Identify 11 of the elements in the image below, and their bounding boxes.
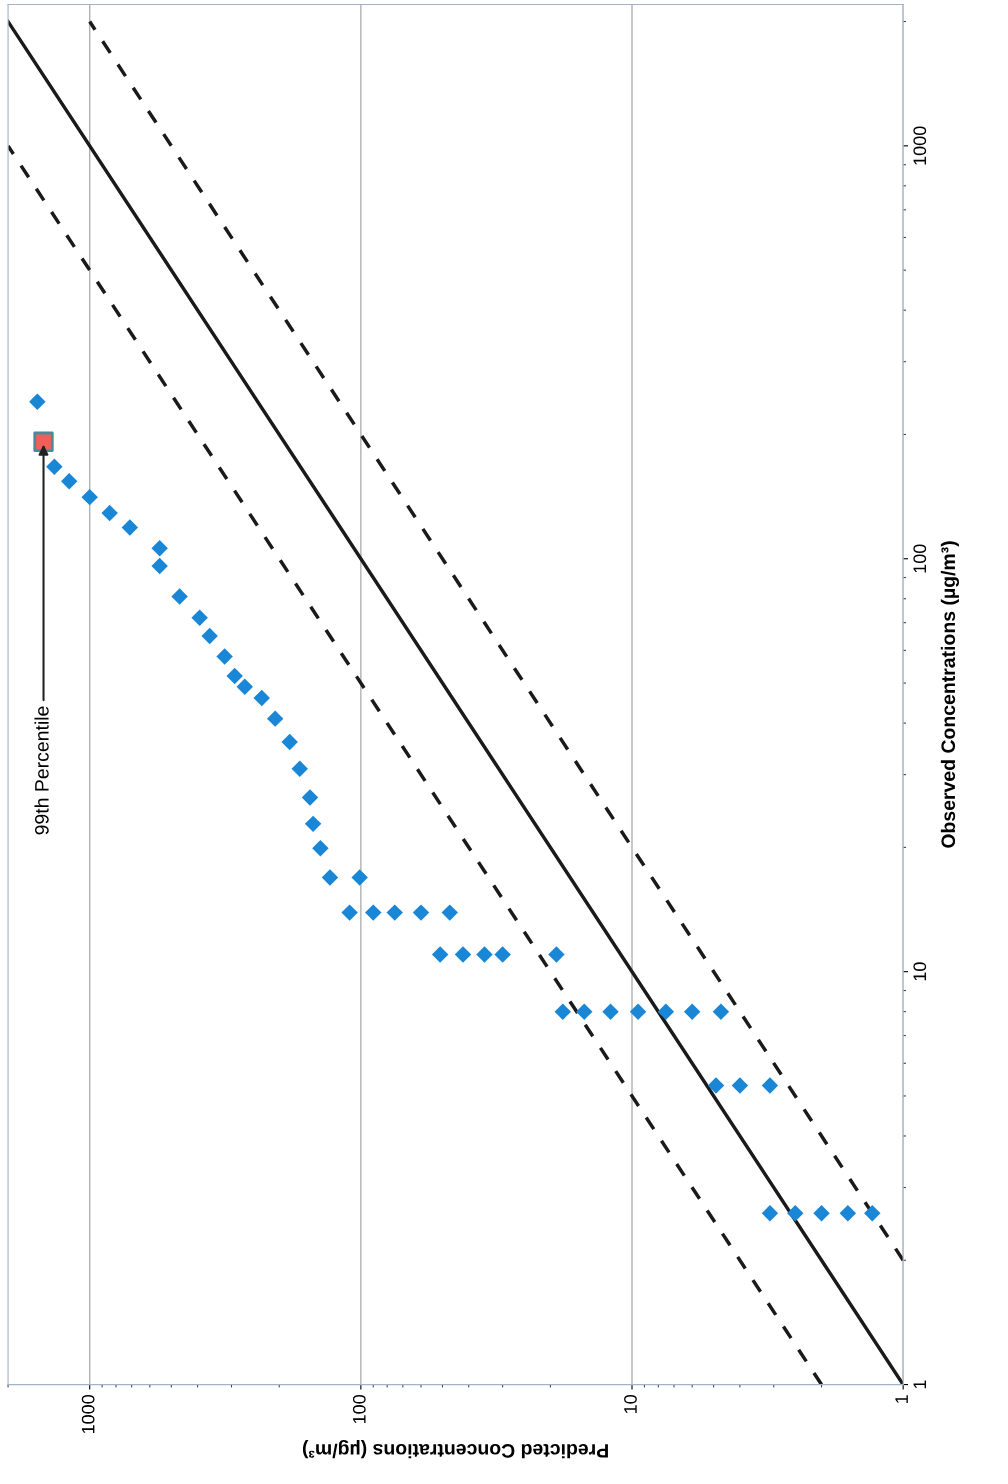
y-tick-label: 10 <box>913 962 927 981</box>
y-tick-label: 100 <box>913 544 927 573</box>
x-tick-label: 10 <box>624 1395 637 1413</box>
annotation: 99th Percentile <box>34 706 49 835</box>
x-tick-label: 1000 <box>81 1395 95 1434</box>
y-tick-label: 1 <box>913 1380 926 1389</box>
y-axis-title: Observed Concentrations (µg/m³) <box>940 541 960 848</box>
x-axis-title: Predicted Concentrations (µg/m³) <box>302 1440 608 1459</box>
y-tick-label: 1000 <box>913 126 927 165</box>
x-tick-label: 100 <box>352 1395 366 1424</box>
x-tick-label: 1 <box>895 1395 908 1403</box>
